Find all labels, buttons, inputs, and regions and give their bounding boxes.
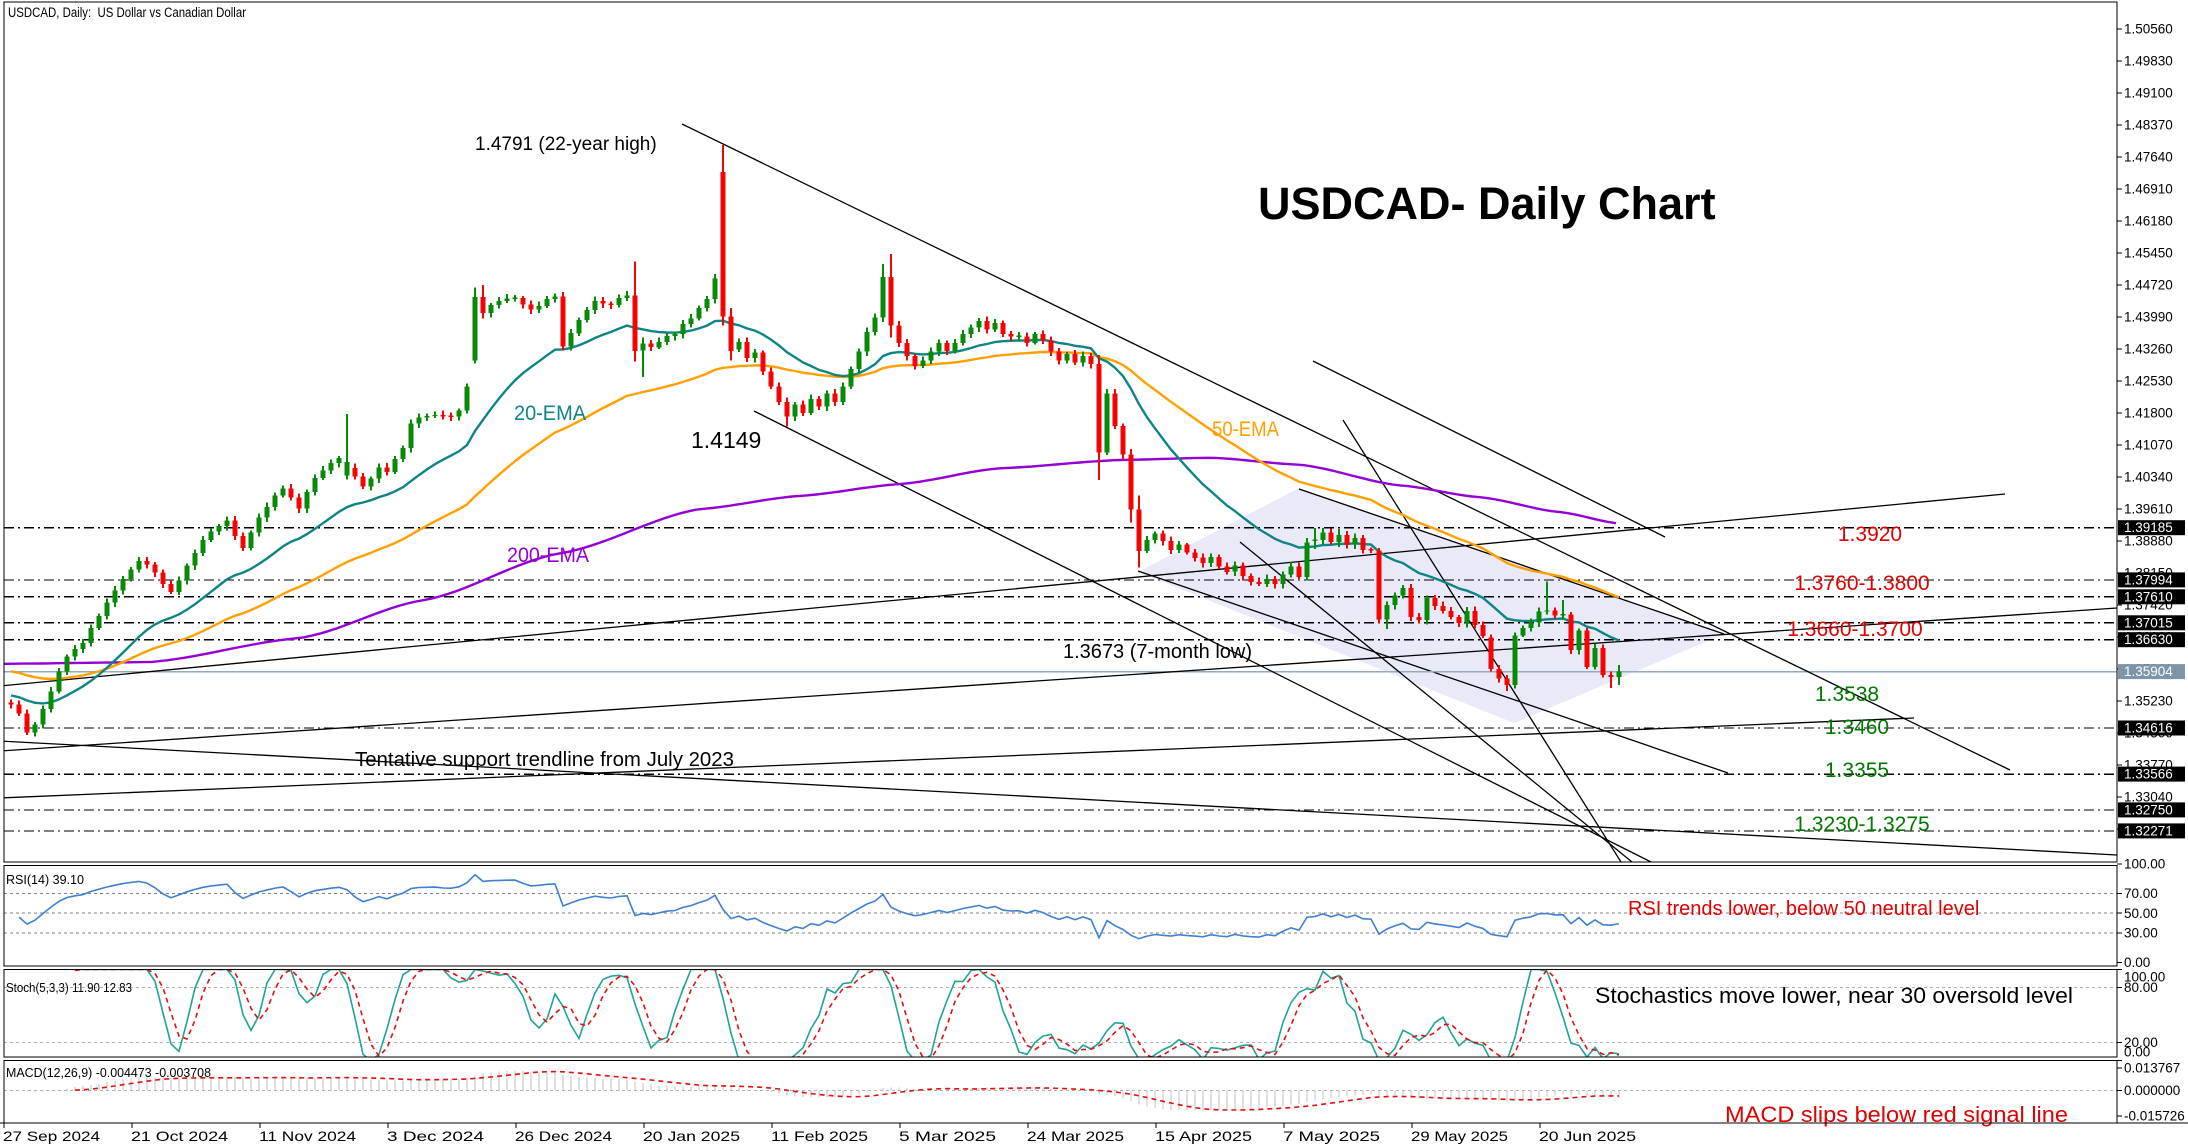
svg-text:15 Apr 2025: 15 Apr 2025 [1155, 1128, 1252, 1144]
svg-text:RSI(14) 39.10: RSI(14) 39.10 [6, 872, 84, 887]
svg-text:1.32750: 1.32750 [2124, 802, 2173, 817]
svg-text:1.41800: 1.41800 [2124, 406, 2173, 421]
svg-text:MACD(12,26,9) -0.004473 -0.003: MACD(12,26,9) -0.004473 -0.003708 [6, 1065, 211, 1080]
svg-text:Stochastics move lower, near 3: Stochastics move lower, near 30 oversold… [1595, 983, 2073, 1008]
svg-text:1.3920: 1.3920 [1838, 523, 1902, 546]
svg-text:20.00: 20.00 [2124, 1035, 2158, 1050]
svg-text:1.33040: 1.33040 [2124, 790, 2173, 805]
svg-text:1.50560: 1.50560 [2124, 21, 2173, 36]
svg-text:5 Mar 2025: 5 Mar 2025 [899, 1128, 996, 1144]
svg-text:20 Jun 2025: 20 Jun 2025 [1539, 1128, 1636, 1144]
svg-text:USDCAD, Daily: US Dollar vs C: USDCAD, Daily: US Dollar vs Canadian Dol… [8, 5, 246, 20]
svg-text:11 Feb 2025: 11 Feb 2025 [771, 1128, 868, 1144]
svg-text:1.35230: 1.35230 [2124, 694, 2173, 709]
svg-text:0.013767: 0.013767 [2124, 1061, 2180, 1076]
svg-text:1.32271: 1.32271 [2124, 823, 2173, 838]
svg-text:1.4791 (22-year high): 1.4791 (22-year high) [475, 134, 657, 155]
svg-text:1.38880: 1.38880 [2124, 534, 2173, 549]
svg-text:1.48370: 1.48370 [2124, 117, 2173, 132]
svg-text:1.46910: 1.46910 [2124, 182, 2173, 197]
svg-text:21 Oct 2024: 21 Oct 2024 [131, 1128, 228, 1144]
svg-text:70.00: 70.00 [2124, 886, 2158, 901]
svg-text:3 Dec 2024: 3 Dec 2024 [387, 1128, 484, 1144]
svg-text:50-EMA: 50-EMA [1212, 418, 1279, 441]
svg-text:1.3355: 1.3355 [1825, 759, 1889, 782]
svg-text:1.46180: 1.46180 [2124, 214, 2173, 229]
svg-text:1.47640: 1.47640 [2124, 149, 2173, 164]
svg-text:1.49830: 1.49830 [2124, 53, 2173, 68]
svg-text:1.39610: 1.39610 [2124, 502, 2173, 517]
svg-text:100.00: 100.00 [2124, 970, 2165, 985]
svg-text:0.00: 0.00 [2124, 1044, 2150, 1059]
svg-text:1.4149: 1.4149 [691, 427, 761, 453]
svg-text:1.3760-1.3800: 1.3760-1.3800 [1794, 572, 1929, 595]
svg-text:RSI trends lower, below 50 neu: RSI trends lower, below 50 neutral level [1628, 898, 1979, 920]
svg-text:1.39185: 1.39185 [2124, 520, 2173, 535]
svg-text:-0.015726: -0.015726 [2124, 1108, 2185, 1123]
svg-text:11 Nov 2024: 11 Nov 2024 [259, 1128, 356, 1144]
svg-text:1.37994: 1.37994 [2124, 572, 2173, 587]
svg-text:0.00: 0.00 [2124, 955, 2150, 970]
svg-text:0.000000: 0.000000 [2124, 1083, 2180, 1098]
svg-text:1.43260: 1.43260 [2124, 342, 2173, 357]
svg-text:7 May 2025: 7 May 2025 [1283, 1128, 1380, 1144]
svg-text:1.45450: 1.45450 [2124, 246, 2173, 261]
svg-text:1.3230-1.3275: 1.3230-1.3275 [1794, 813, 1929, 836]
svg-text:26 Dec 2024: 26 Dec 2024 [515, 1128, 612, 1144]
svg-text:29 May 2025: 29 May 2025 [1411, 1128, 1508, 1144]
svg-text:100.00: 100.00 [2124, 857, 2165, 872]
svg-text:1.41070: 1.41070 [2124, 438, 2173, 453]
svg-text:27 Sep 2024: 27 Sep 2024 [3, 1128, 100, 1144]
svg-text:Tentative support trendline fr: Tentative support trendline from July 20… [355, 749, 734, 771]
svg-text:30.00: 30.00 [2124, 926, 2158, 941]
svg-text:1.37015: 1.37015 [2124, 615, 2173, 630]
svg-text:1.42530: 1.42530 [2124, 374, 2173, 389]
svg-text:200-EMA: 200-EMA [507, 544, 589, 567]
svg-text:1.3460: 1.3460 [1825, 716, 1889, 739]
svg-text:20-EMA: 20-EMA [514, 402, 586, 425]
svg-text:1.33566: 1.33566 [2124, 767, 2173, 782]
svg-text:USDCAD- Daily Chart: USDCAD- Daily Chart [1258, 178, 1716, 229]
svg-text:1.3538: 1.3538 [1815, 683, 1879, 706]
svg-text:20 Jan 2025: 20 Jan 2025 [643, 1128, 740, 1144]
svg-text:1.3673 (7-month low): 1.3673 (7-month low) [1063, 641, 1252, 663]
svg-text:1.40340: 1.40340 [2124, 470, 2173, 485]
svg-text:1.37610: 1.37610 [2124, 589, 2173, 604]
svg-text:24 Mar 2025: 24 Mar 2025 [1027, 1128, 1124, 1144]
svg-text:80.00: 80.00 [2124, 980, 2158, 995]
svg-text:1.34616: 1.34616 [2124, 721, 2173, 736]
svg-text:50.00: 50.00 [2124, 906, 2158, 921]
svg-text:1.49100: 1.49100 [2124, 85, 2173, 100]
svg-text:1.44720: 1.44720 [2124, 278, 2173, 293]
svg-text:1.35904: 1.35904 [2124, 664, 2173, 679]
svg-text:1.36630: 1.36630 [2124, 632, 2173, 647]
svg-text:1.3660-1.3700: 1.3660-1.3700 [1787, 618, 1922, 641]
svg-text:1.43990: 1.43990 [2124, 310, 2173, 325]
svg-text:Stoch(5,3,3) 11.90 12.83: Stoch(5,3,3) 11.90 12.83 [6, 980, 132, 995]
